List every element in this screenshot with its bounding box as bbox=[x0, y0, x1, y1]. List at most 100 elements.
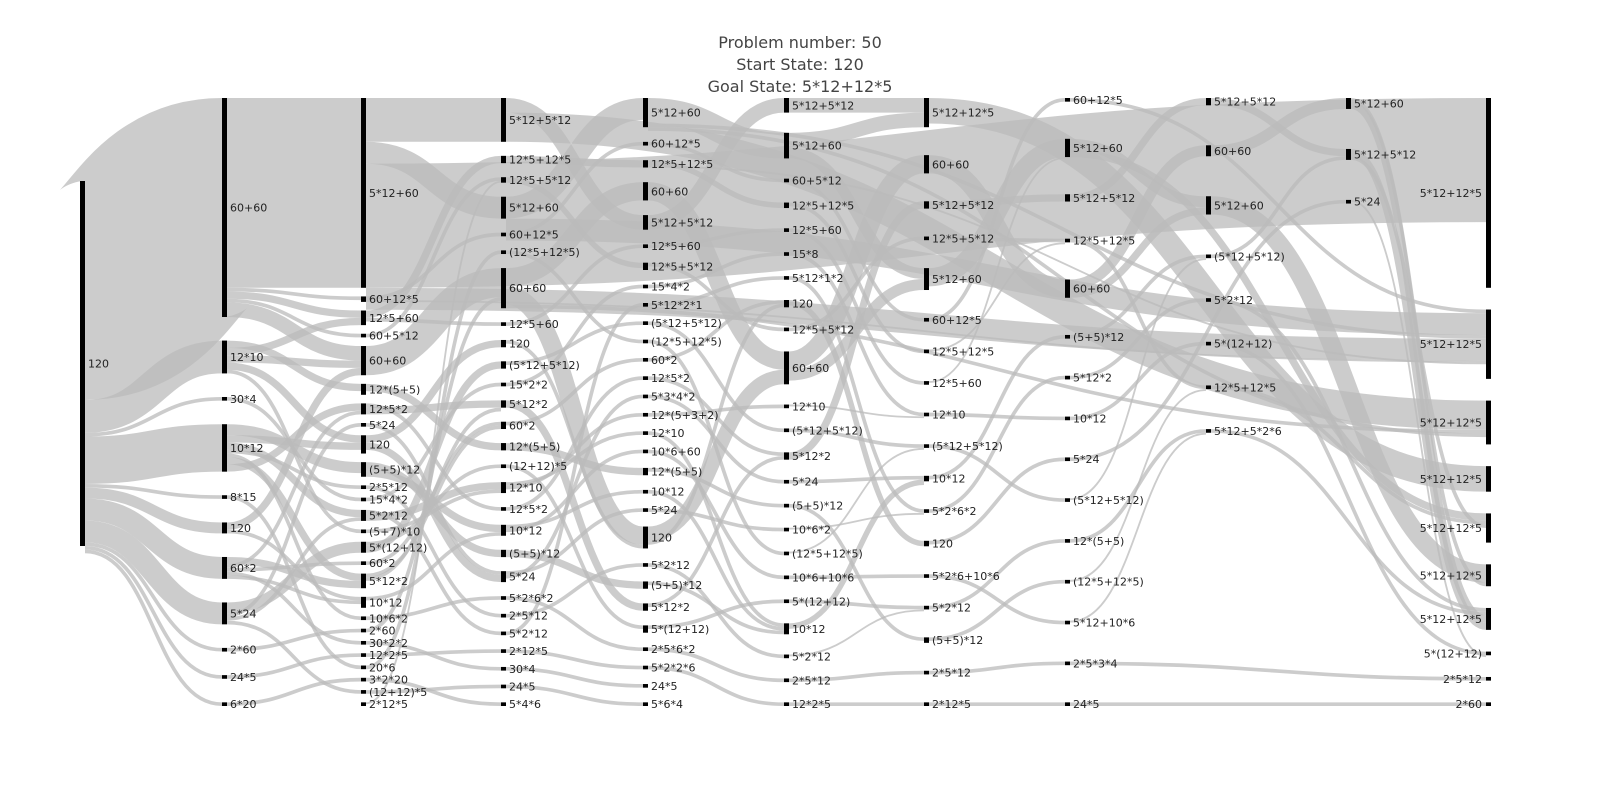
sankey-node[interactable] bbox=[1065, 138, 1070, 158]
sankey-node[interactable] bbox=[643, 684, 648, 688]
sankey-node[interactable] bbox=[643, 489, 648, 494]
sankey-node[interactable] bbox=[643, 244, 648, 249]
sankey-node[interactable] bbox=[501, 339, 506, 348]
sankey-node[interactable] bbox=[361, 509, 366, 521]
sankey-node[interactable] bbox=[784, 327, 789, 332]
sankey-node[interactable] bbox=[501, 702, 506, 706]
sankey-node[interactable] bbox=[222, 556, 227, 579]
sankey-node[interactable] bbox=[643, 647, 648, 652]
sankey-node[interactable] bbox=[784, 132, 789, 159]
sankey-node[interactable] bbox=[643, 563, 648, 567]
sankey-node[interactable] bbox=[361, 573, 366, 589]
sankey-node[interactable] bbox=[924, 475, 929, 482]
sankey-node[interactable] bbox=[361, 383, 366, 395]
sankey-node[interactable] bbox=[361, 561, 366, 565]
sankey-node[interactable] bbox=[784, 599, 789, 604]
sankey-node[interactable] bbox=[784, 479, 789, 484]
sankey-node[interactable] bbox=[1486, 651, 1491, 656]
sankey-node[interactable] bbox=[1065, 620, 1070, 625]
sankey-node[interactable] bbox=[501, 322, 506, 326]
sankey-node[interactable] bbox=[501, 361, 506, 369]
sankey-node[interactable] bbox=[361, 423, 366, 427]
sankey-node[interactable] bbox=[501, 613, 506, 618]
sankey-node[interactable] bbox=[501, 382, 506, 387]
sankey-node[interactable] bbox=[361, 702, 366, 706]
sankey-node[interactable] bbox=[361, 653, 366, 657]
sankey-node[interactable] bbox=[501, 571, 506, 583]
sankey-node[interactable] bbox=[924, 540, 929, 547]
sankey-node[interactable] bbox=[1486, 702, 1491, 706]
sankey-node[interactable] bbox=[361, 310, 366, 326]
sankey-node[interactable] bbox=[1486, 564, 1491, 587]
sankey-node[interactable] bbox=[222, 495, 227, 499]
sankey-node[interactable] bbox=[784, 299, 789, 308]
sankey-node[interactable] bbox=[924, 236, 929, 241]
sankey-node[interactable] bbox=[1065, 98, 1070, 102]
sankey-node[interactable] bbox=[784, 202, 789, 209]
sankey-node[interactable] bbox=[1206, 254, 1211, 259]
sankey-node[interactable] bbox=[924, 155, 929, 174]
sankey-node[interactable] bbox=[784, 452, 789, 460]
sankey-node[interactable] bbox=[501, 666, 506, 671]
sankey-node[interactable] bbox=[501, 250, 506, 255]
sankey-node[interactable] bbox=[784, 551, 789, 556]
sankey-node[interactable] bbox=[501, 464, 506, 469]
sankey-node[interactable] bbox=[1486, 676, 1491, 681]
sankey-node[interactable] bbox=[361, 435, 366, 454]
sankey-node[interactable] bbox=[924, 637, 929, 643]
sankey-node[interactable] bbox=[501, 98, 506, 142]
sankey-node[interactable] bbox=[1065, 238, 1070, 243]
sankey-node[interactable] bbox=[924, 670, 929, 675]
sankey-node[interactable] bbox=[643, 284, 648, 289]
sankey-node[interactable] bbox=[1486, 98, 1491, 288]
sankey-node[interactable] bbox=[924, 381, 929, 385]
sankey-node[interactable] bbox=[784, 178, 789, 183]
sankey-node[interactable] bbox=[361, 296, 366, 302]
sankey-node[interactable] bbox=[361, 333, 366, 338]
sankey-node[interactable] bbox=[643, 160, 648, 168]
sankey-node[interactable] bbox=[222, 424, 227, 472]
sankey-node[interactable] bbox=[1065, 457, 1070, 462]
sankey-node[interactable] bbox=[1346, 98, 1351, 109]
sankey-node[interactable] bbox=[924, 444, 929, 448]
sankey-node[interactable] bbox=[1346, 148, 1351, 160]
sankey-node[interactable] bbox=[501, 596, 506, 600]
sankey-node[interactable] bbox=[1486, 309, 1491, 379]
sankey-node[interactable] bbox=[643, 581, 648, 589]
sankey-node[interactable] bbox=[924, 268, 929, 291]
sankey-node[interactable] bbox=[1206, 145, 1211, 157]
sankey-node[interactable] bbox=[501, 631, 506, 636]
sankey-node[interactable] bbox=[1065, 661, 1070, 666]
sankey-node[interactable] bbox=[1065, 334, 1070, 339]
sankey-node[interactable] bbox=[643, 412, 648, 417]
sankey-node[interactable] bbox=[1346, 199, 1351, 204]
sankey-node[interactable] bbox=[643, 303, 648, 307]
sankey-node[interactable] bbox=[643, 431, 648, 435]
sankey-node[interactable] bbox=[924, 349, 929, 354]
sankey-node[interactable] bbox=[784, 404, 789, 409]
sankey-node[interactable] bbox=[784, 575, 789, 580]
sankey-node[interactable] bbox=[643, 215, 648, 230]
sankey-node[interactable] bbox=[924, 412, 929, 417]
sankey-node[interactable] bbox=[643, 526, 648, 549]
sankey-node[interactable] bbox=[361, 98, 366, 288]
sankey-node[interactable] bbox=[501, 524, 506, 536]
sankey-node[interactable] bbox=[784, 702, 789, 706]
sankey-node[interactable] bbox=[361, 485, 366, 490]
sankey-node[interactable] bbox=[924, 574, 929, 578]
sankey-node[interactable] bbox=[361, 596, 366, 608]
sankey-node[interactable] bbox=[643, 262, 648, 270]
sankey-node[interactable] bbox=[643, 141, 648, 146]
sankey-node[interactable] bbox=[643, 357, 648, 362]
sankey-node[interactable] bbox=[80, 181, 85, 546]
sankey-node[interactable] bbox=[1065, 702, 1070, 706]
sankey-node[interactable] bbox=[784, 228, 789, 232]
sankey-node[interactable] bbox=[643, 467, 648, 476]
sankey-node[interactable] bbox=[643, 449, 648, 454]
sankey-node[interactable] bbox=[1206, 298, 1211, 302]
sankey-node[interactable] bbox=[643, 665, 648, 670]
sankey-node[interactable] bbox=[784, 503, 789, 508]
sankey-node[interactable] bbox=[924, 317, 929, 322]
sankey-node[interactable] bbox=[1065, 279, 1070, 298]
sankey-node[interactable] bbox=[784, 428, 789, 433]
